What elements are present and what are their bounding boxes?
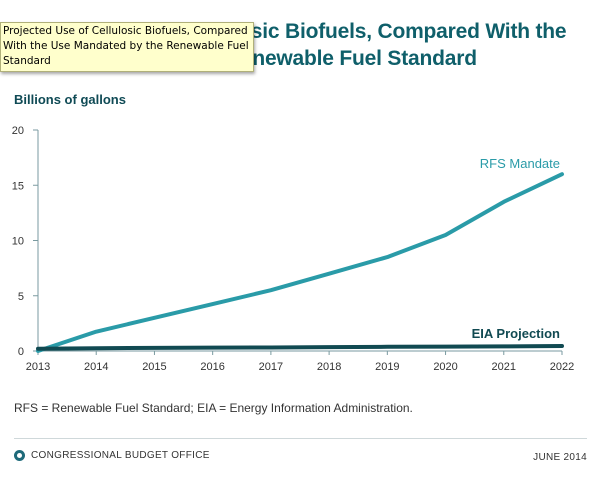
x-tick-label: 2016 — [200, 361, 224, 373]
x-tick-label: 2021 — [492, 361, 516, 373]
y-tick-label: 5 — [18, 291, 24, 303]
x-tick-label: 2019 — [375, 361, 399, 373]
series-line-1 — [36, 344, 564, 351]
x-tick-label: 2014 — [84, 361, 108, 373]
y-tick-label: 0 — [18, 346, 24, 358]
y-tick-label: 15 — [12, 180, 24, 192]
agency-credit: CONGRESSIONAL BUDGET OFFICE — [14, 450, 210, 461]
y-tick-label: 20 — [12, 125, 24, 137]
title-tooltip: Projected Use of Cellulosic Biofuels, Co… — [0, 22, 254, 72]
line-chart: 0 5 10 15 20 2013 2014 2015 2016 2017 2018 2019 202… — [12, 125, 574, 373]
series-line-0 — [36, 172, 564, 353]
x-tick-label: 2015 — [142, 361, 166, 373]
x-tick-label: 2017 — [259, 361, 283, 373]
series-label-1: EIA Projection — [472, 326, 560, 341]
y-tick-labels: 0 5 10 15 20 — [12, 125, 24, 358]
series-labels: RFS Mandate EIA Projection — [472, 156, 560, 341]
y-axis-label: Billions of gallons — [14, 92, 126, 107]
x-tick-label: 2018 — [317, 361, 341, 373]
chart-series — [36, 172, 564, 353]
x-tick-labels: 2013 2014 2015 2016 2017 2018 2019 2020 2021 2022 — [26, 361, 574, 373]
agency-name: CONGRESSIONAL BUDGET OFFICE — [31, 450, 210, 461]
x-tick-label: 2013 — [26, 361, 50, 373]
x-tick-label: 2022 — [550, 361, 574, 373]
x-tick-label: 2020 — [433, 361, 457, 373]
y-tick-label: 10 — [12, 236, 24, 248]
publication-date: JUNE 2014 — [533, 452, 587, 463]
chart-footnote: RFS = Renewable Fuel Standard; EIA = Ene… — [14, 401, 413, 415]
series-label-0: RFS Mandate — [480, 156, 560, 171]
footer-divider — [14, 438, 587, 439]
cbo-logo-icon — [14, 450, 25, 461]
